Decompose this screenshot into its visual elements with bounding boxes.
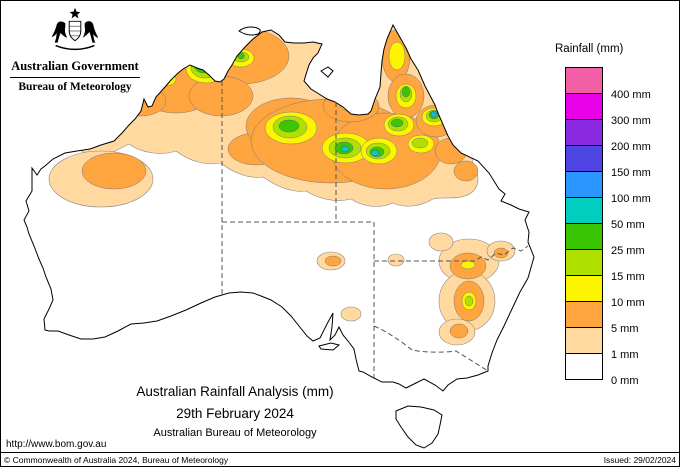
header: Australian Government Bureau of Meteorol… — [9, 5, 141, 93]
legend-label: 150 mm — [611, 167, 651, 179]
legend-label: 0 mm — [611, 375, 639, 387]
government-title: Australian Government — [11, 59, 139, 73]
footer-bar: © Commonwealth of Australia 2024, Bureau… — [1, 452, 679, 466]
legend-swatch — [565, 145, 603, 172]
footer-copyright: © Commonwealth of Australia 2024, Bureau… — [4, 454, 229, 465]
australia-coastline — [23, 23, 535, 392]
legend-swatch — [565, 327, 603, 354]
legend-swatch — [565, 171, 603, 198]
legend-entry: 5 mm — [565, 301, 639, 335]
legend-title: Rainfall (mm) — [555, 43, 624, 55]
islands — [238, 26, 443, 449]
legend-swatch — [565, 275, 603, 302]
caption-date: 29th February 2024 — [176, 406, 294, 421]
legend-label: 5 mm — [611, 323, 639, 335]
legend-label: 25 mm — [611, 245, 645, 257]
groote-eylandt — [320, 66, 334, 78]
legend-entry: 0 mm — [565, 353, 639, 387]
map-caption: Australian Rainfall Analysis (mm) 29th F… — [79, 384, 391, 439]
legend-swatch — [565, 301, 603, 328]
kangaroo-island — [318, 342, 341, 351]
state-borders — [221, 81, 529, 382]
legend-entry: 200 mm — [565, 119, 651, 153]
legend-label: 50 mm — [611, 219, 645, 231]
legend-label: 200 mm — [611, 141, 651, 153]
legend-swatch — [565, 93, 603, 120]
legend-entry: 100 mm — [565, 171, 651, 205]
legend-swatches: 400 mm 300 mm 200 mm 150 mm 100 mm 50 mm 25 mm… — [565, 67, 651, 387]
legend-swatch — [565, 223, 603, 250]
bureau-title: Bureau of Meteorology — [18, 81, 132, 93]
contour-holes-0mm — [323, 25, 385, 85]
legend-entry: 15 mm — [565, 249, 645, 283]
legend-entry: 300 mm — [565, 93, 651, 127]
melville-island — [238, 26, 261, 36]
legend-label: 300 mm — [611, 115, 651, 127]
tasmania — [395, 405, 443, 449]
legend-entry: 400 mm — [565, 67, 651, 101]
legend-entry: 10 mm — [565, 275, 645, 309]
legend-label: 10 mm — [611, 297, 645, 309]
legend-entry: 50 mm — [565, 197, 645, 231]
legend-entry: 150 mm — [565, 145, 651, 179]
legend-entry: 25 mm — [565, 223, 645, 257]
legend-swatch — [565, 119, 603, 146]
legend-swatch — [565, 249, 603, 276]
rainfall-legend: Rainfall (mm) 400 mm 300 mm 200 mm 150 mm 10… — [553, 43, 679, 387]
legend-swatch — [565, 197, 603, 224]
contour-band-100mm — [432, 111, 436, 115]
legend-label: 15 mm — [611, 271, 645, 283]
caption-title: Australian Rainfall Analysis (mm) — [136, 384, 334, 399]
legend-label: 100 mm — [611, 193, 651, 205]
legend-swatch — [565, 67, 603, 94]
legend-label: 1 mm — [611, 349, 639, 361]
bom-url: http://www.bom.gov.au — [6, 439, 107, 450]
header-divider — [10, 77, 140, 78]
caption-organisation: Australian Bureau of Meteorology — [153, 427, 317, 439]
legend-entry: 1 mm — [565, 327, 639, 361]
australian-coat-of-arms-icon — [51, 7, 99, 51]
legend-swatch — [565, 353, 603, 380]
footer-issued: Issued: 29/02/2024 — [603, 454, 676, 465]
legend-label: 400 mm — [611, 89, 651, 101]
